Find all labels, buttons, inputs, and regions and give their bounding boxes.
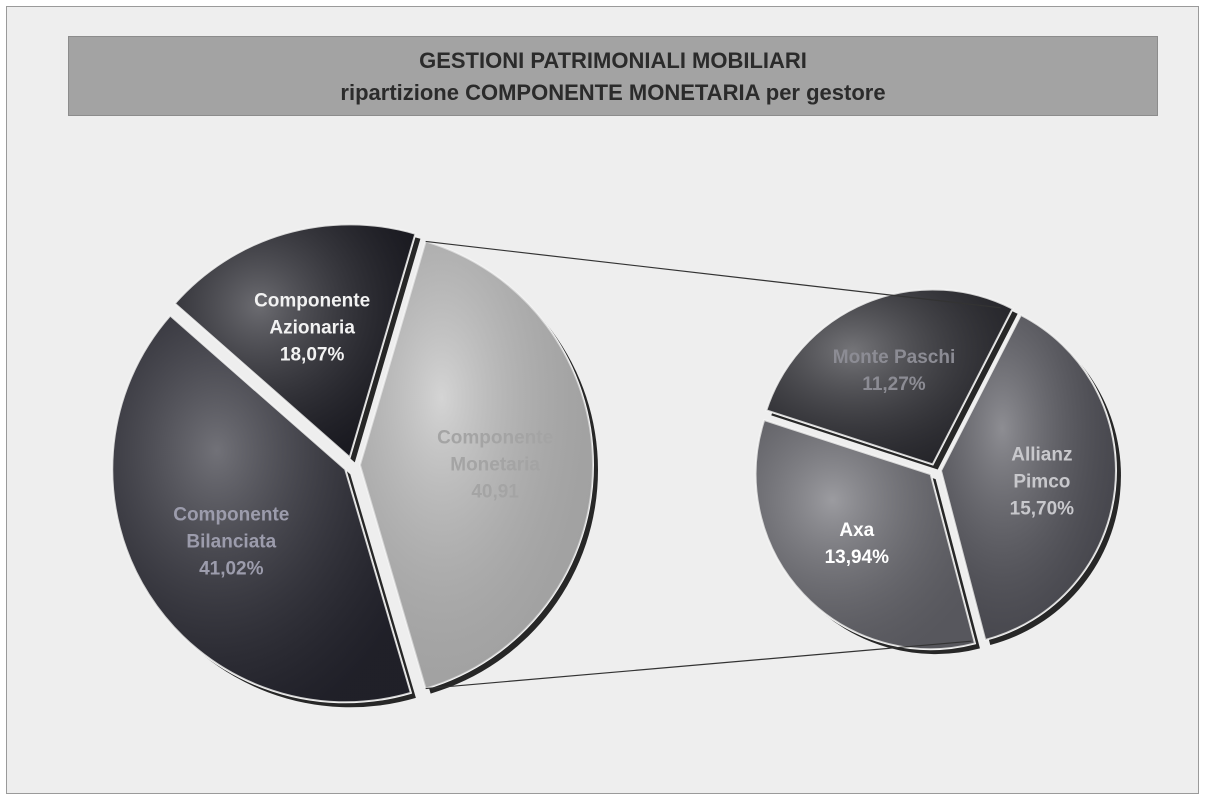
title-box: GESTIONI PATRIMONIALI MOBILIARI ripartiz… [68,36,1158,116]
connector-line [425,240,1001,309]
slice-shine [360,241,593,689]
chart-title: GESTIONI PATRIMONIALI MOBILIARI [419,48,807,73]
slice-value: 13,94% [824,546,890,568]
slice-shine [112,315,411,703]
slice-label: Allianz Pimco 15,70% [997,441,1087,522]
slice-label: Axa 13,94% [797,517,917,571]
slice-value: 11,27% [862,373,926,395]
slice-value: 40,91 [471,481,519,503]
slice-value: 41,02% [199,558,264,580]
slice-name: Axa [839,519,875,541]
slice-shine [766,289,1013,465]
slice-shine [174,224,416,458]
slice-name: Componente Monetaria [437,427,554,476]
slice-shine [755,420,975,650]
slice-value: 15,70% [1009,498,1075,520]
slice-name: Allianz Pimco [1011,444,1073,493]
slice-label: Monte Paschi 11,27% [809,344,979,398]
slice-name: Componente Bilanciata [173,504,290,553]
connector-line [425,640,972,690]
slice-shine [940,314,1116,640]
chart-subtitle: ripartizione COMPONENTE MONETARIA per ge… [340,80,886,105]
slice-value: 18,07% [279,344,345,366]
slice-label: Componente Azionaria 18,07% [242,287,382,368]
slice-label: Componente Bilanciata 41,02% [156,501,306,582]
slice-label: Componente Monetaria 40,91 [420,425,570,506]
slice-name: Monte Paschi [832,346,956,368]
slice-name: Componente Azionaria [254,290,371,339]
